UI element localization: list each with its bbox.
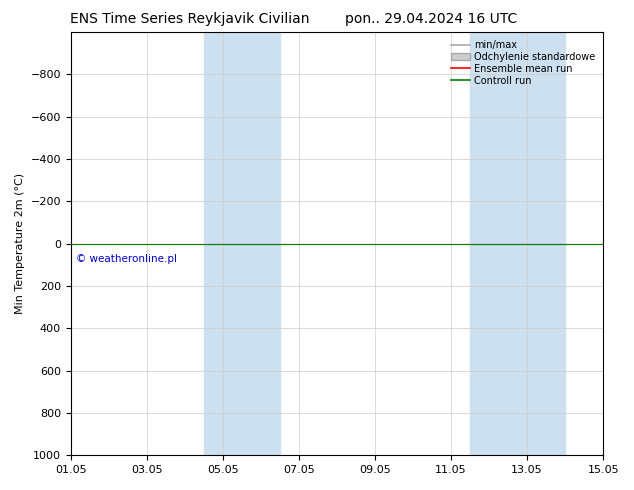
Text: pon.. 29.04.2024 16 UTC: pon.. 29.04.2024 16 UTC (345, 12, 517, 26)
Text: © weatheronline.pl: © weatheronline.pl (77, 254, 178, 264)
Bar (204, 32, 280, 455)
Y-axis label: Min Temperature 2m (°C): Min Temperature 2m (°C) (15, 173, 25, 314)
Legend: min/max, Odchylenie standardowe, Ensemble mean run, Controll run: min/max, Odchylenie standardowe, Ensembl… (448, 37, 598, 89)
Text: ENS Time Series Reykjavik Civilian: ENS Time Series Reykjavik Civilian (70, 12, 310, 26)
Bar (470, 32, 565, 455)
